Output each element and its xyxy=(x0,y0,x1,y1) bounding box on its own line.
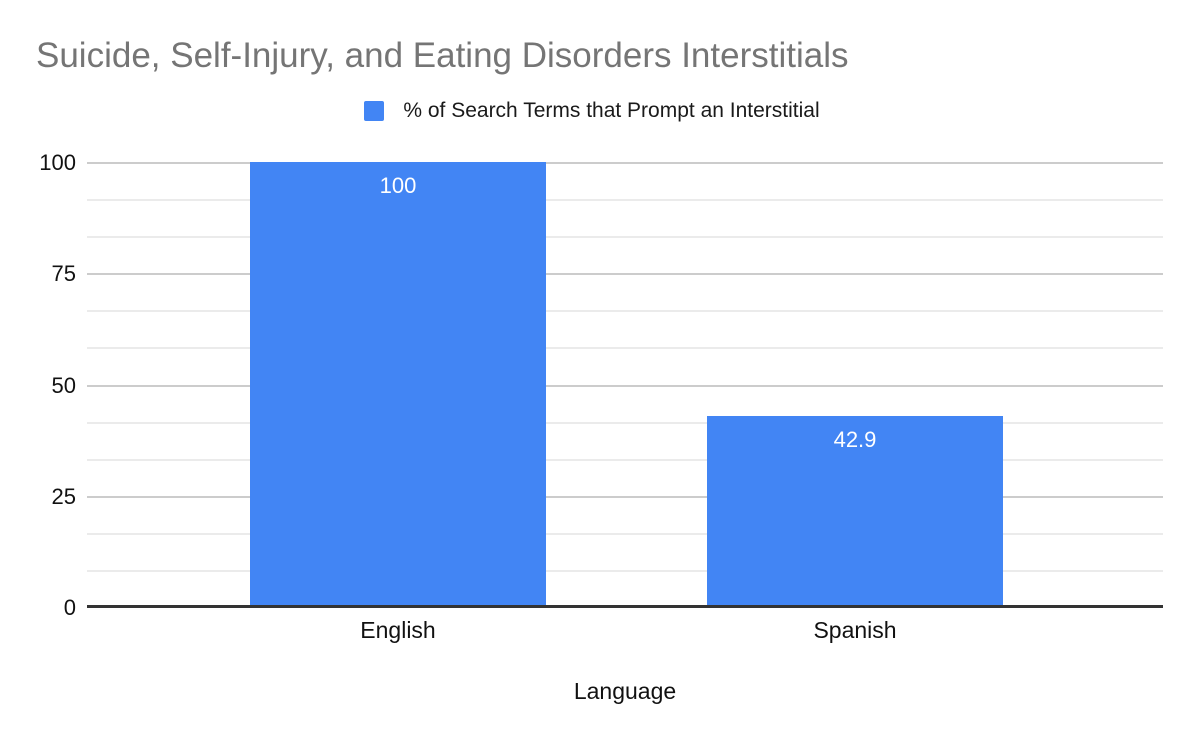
legend: % of Search Terms that Prompt an Interst… xyxy=(0,99,1184,122)
minor-gridline xyxy=(87,347,1163,350)
legend-label: % of Search Terms that Prompt an Interst… xyxy=(403,99,820,122)
x-axis-category-label: English xyxy=(360,617,436,643)
minor-gridline xyxy=(87,532,1163,535)
minor-gridline xyxy=(87,458,1163,461)
major-gridline xyxy=(87,384,1163,387)
y-axis-tick-label: 0 xyxy=(63,595,76,620)
y-axis-tick-label: 50 xyxy=(51,372,76,398)
plot-area: 100 42.9 xyxy=(87,162,1163,608)
bar-english: 100 xyxy=(250,162,546,607)
y-axis-tick-label: 25 xyxy=(51,483,76,509)
major-gridline xyxy=(87,273,1163,276)
minor-gridline xyxy=(87,310,1163,313)
major-gridline xyxy=(87,162,1163,164)
chart-title: Suicide, Self-Injury, and Eating Disorde… xyxy=(36,36,849,75)
major-gridline xyxy=(87,495,1163,498)
minor-gridline xyxy=(87,199,1163,202)
minor-gridline xyxy=(87,421,1163,424)
legend-swatch-icon xyxy=(364,101,385,121)
bar-spanish: 42.9 xyxy=(707,416,1003,607)
bar-value-label: 100 xyxy=(379,173,417,198)
minor-gridline xyxy=(87,569,1163,572)
bar-value-label: 42.9 xyxy=(833,427,877,453)
y-axis-tick-label: 75 xyxy=(51,261,76,287)
y-axis-tick-label: 100 xyxy=(39,150,76,175)
x-axis-title: Language xyxy=(573,678,677,704)
minor-gridline xyxy=(87,236,1163,239)
x-axis-category-label: Spanish xyxy=(813,617,897,643)
x-axis-line xyxy=(87,605,1163,608)
